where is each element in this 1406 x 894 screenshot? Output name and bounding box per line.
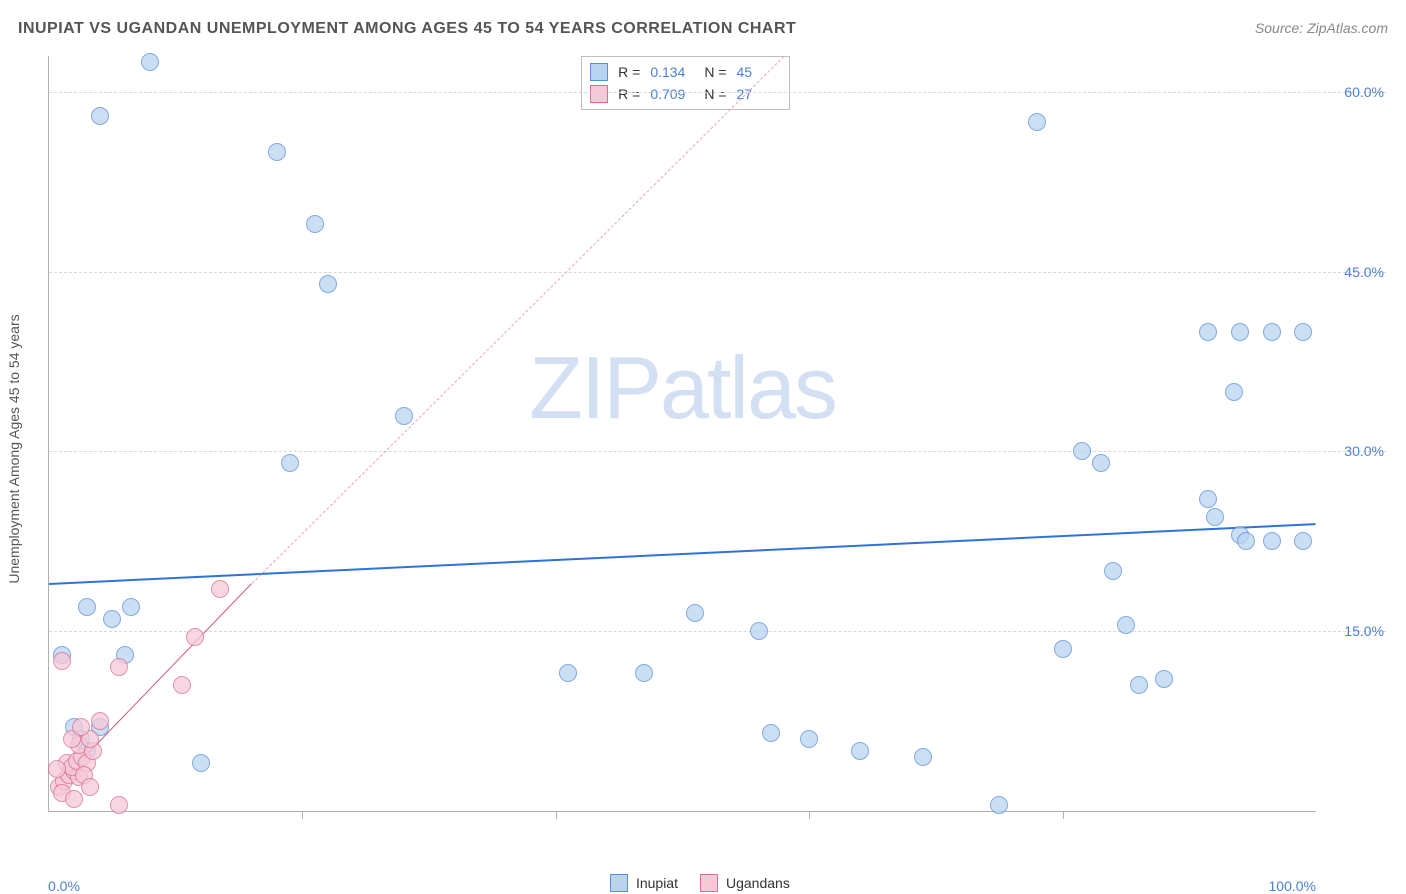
correlation-stats-box: R =0.134N =45R =0.709N =27 — [581, 56, 789, 110]
data-point — [103, 610, 121, 628]
data-point — [173, 676, 191, 694]
data-point — [762, 724, 780, 742]
data-point — [1231, 323, 1249, 341]
data-point — [1028, 113, 1046, 131]
data-point — [91, 712, 109, 730]
data-point — [559, 664, 577, 682]
series-swatch — [590, 85, 608, 103]
data-point — [1225, 383, 1243, 401]
data-point — [1237, 532, 1255, 550]
data-point — [122, 598, 140, 616]
plot-container: Unemployment Among Ages 45 to 54 years Z… — [48, 56, 1386, 842]
gridline-h — [49, 272, 1386, 273]
stat-value-n: 27 — [737, 86, 781, 102]
series-legend: Inupiat Ugandans — [610, 874, 790, 892]
data-point — [1206, 508, 1224, 526]
data-point — [91, 107, 109, 125]
stat-value-r: 0.709 — [650, 86, 694, 102]
data-point — [395, 407, 413, 425]
data-point — [72, 718, 90, 736]
stat-label-n: N = — [704, 86, 726, 102]
chart-title: INUPIAT VS UGANDAN UNEMPLOYMENT AMONG AG… — [18, 20, 796, 37]
data-point — [1054, 640, 1072, 658]
data-point — [268, 143, 286, 161]
data-point — [1199, 490, 1217, 508]
data-point — [914, 748, 932, 766]
legend-label: Inupiat — [636, 875, 678, 891]
data-point — [686, 604, 704, 622]
watermark: ZIPatlas — [529, 337, 836, 439]
gridline-h — [49, 631, 1386, 632]
data-point — [1263, 532, 1281, 550]
stat-label-r: R = — [618, 64, 640, 80]
data-point — [1092, 454, 1110, 472]
data-point — [281, 454, 299, 472]
trend-line — [49, 523, 1316, 585]
gridline-h — [49, 92, 1386, 93]
y-tick-label: 60.0% — [1324, 84, 1384, 100]
data-point — [990, 796, 1008, 814]
data-point — [1073, 442, 1091, 460]
legend-label: Ugandans — [726, 875, 790, 891]
data-point — [110, 796, 128, 814]
data-point — [1294, 323, 1312, 341]
data-point — [1117, 616, 1135, 634]
stats-row: R =0.134N =45 — [590, 61, 780, 83]
data-point — [1199, 323, 1217, 341]
y-axis-title: Unemployment Among Ages 45 to 54 years — [6, 314, 22, 583]
data-point — [53, 652, 71, 670]
data-point — [1263, 323, 1281, 341]
legend-swatch — [610, 874, 628, 892]
x-tick — [1063, 811, 1064, 819]
data-point — [192, 754, 210, 772]
data-point — [851, 742, 869, 760]
y-tick-label: 45.0% — [1324, 264, 1384, 280]
stat-label-r: R = — [618, 86, 640, 102]
y-tick-label: 30.0% — [1324, 443, 1384, 459]
data-point — [1130, 676, 1148, 694]
data-point — [1294, 532, 1312, 550]
data-point — [48, 760, 66, 778]
gridline-h — [49, 451, 1386, 452]
x-tick — [809, 811, 810, 819]
series-swatch — [590, 63, 608, 81]
stat-value-r: 0.134 — [650, 64, 694, 80]
legend-swatch — [700, 874, 718, 892]
data-point — [750, 622, 768, 640]
y-tick-label: 15.0% — [1324, 623, 1384, 639]
data-point — [81, 778, 99, 796]
x-tick — [556, 811, 557, 819]
legend-item: Inupiat — [610, 874, 678, 892]
plot-area: ZIPatlas R =0.134N =45R =0.709N =27 15.0… — [48, 56, 1316, 812]
legend-item: Ugandans — [700, 874, 790, 892]
data-point — [1104, 562, 1122, 580]
data-point — [319, 275, 337, 293]
stat-label-n: N = — [704, 64, 726, 80]
data-point — [800, 730, 818, 748]
data-point — [141, 53, 159, 71]
data-point — [1155, 670, 1173, 688]
data-point — [306, 215, 324, 233]
data-point — [65, 790, 83, 808]
data-point — [186, 628, 204, 646]
trend-line — [251, 56, 784, 584]
data-point — [78, 598, 96, 616]
data-point — [635, 664, 653, 682]
source-attribution: Source: ZipAtlas.com — [1255, 20, 1388, 36]
x-tick — [302, 811, 303, 819]
data-point — [110, 658, 128, 676]
data-point — [211, 580, 229, 598]
